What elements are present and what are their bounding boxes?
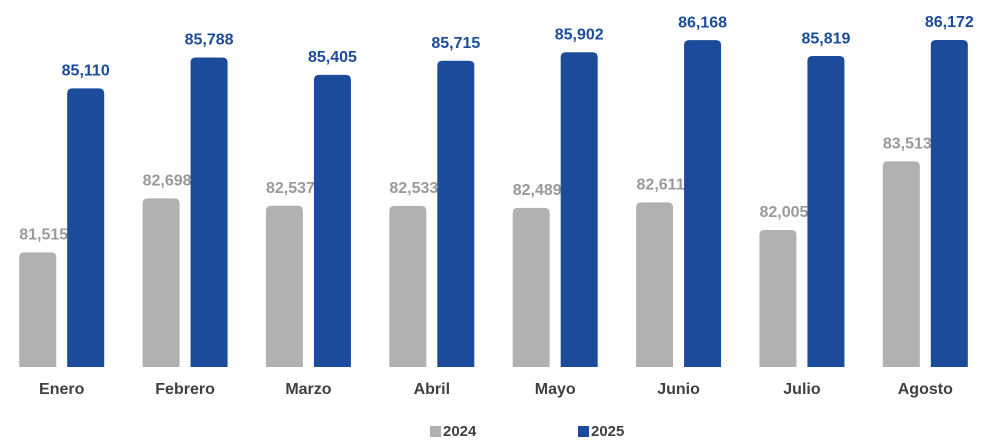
x-tick-label: Mayo <box>535 381 576 398</box>
data-label: 83,513 <box>883 135 932 152</box>
data-label: 85,110 <box>62 63 110 80</box>
legend-swatch <box>578 426 589 437</box>
bar <box>437 60 475 368</box>
bar <box>512 207 550 367</box>
data-label: 82,005 <box>759 204 808 221</box>
bar <box>265 205 303 367</box>
x-tick-label: Abril <box>414 381 450 398</box>
bar <box>190 57 228 368</box>
x-tick-label: Julio <box>783 381 821 398</box>
bar <box>930 39 968 368</box>
data-label: 86,172 <box>925 14 974 31</box>
bar <box>684 40 722 368</box>
x-tick-label: Febrero <box>155 381 215 398</box>
data-label: 82,533 <box>389 180 438 197</box>
data-label: 85,819 <box>801 30 850 47</box>
bar <box>636 202 674 367</box>
legend-label: 2024 <box>443 423 477 440</box>
x-tick-label: Junio <box>657 381 700 398</box>
data-label: 82,611 <box>637 177 685 194</box>
data-label: 85,715 <box>431 35 480 52</box>
data-label: 86,168 <box>678 14 727 31</box>
data-label: 85,405 <box>308 49 357 66</box>
data-label: 85,902 <box>555 26 604 43</box>
data-label: 82,698 <box>143 173 192 190</box>
data-label: 82,537 <box>266 180 315 197</box>
data-label: 85,788 <box>185 32 234 49</box>
bar <box>882 161 920 367</box>
bar <box>19 252 57 367</box>
x-tick-label: Agosto <box>898 381 953 398</box>
bar <box>560 52 598 367</box>
data-label: 82,489 <box>513 182 562 199</box>
legend-label: 2025 <box>591 423 624 440</box>
bar <box>142 198 180 367</box>
x-tick-label: Marzo <box>285 381 331 398</box>
data-label: 81,515 <box>19 227 68 244</box>
bar <box>67 88 105 367</box>
legend-swatch <box>430 426 441 437</box>
bar <box>313 74 351 367</box>
bar <box>389 205 427 367</box>
bar <box>759 229 797 367</box>
bar <box>807 56 845 368</box>
x-tick-label: Enero <box>39 381 85 398</box>
